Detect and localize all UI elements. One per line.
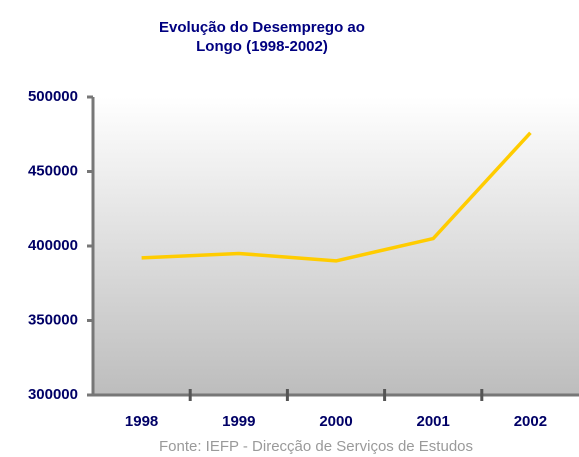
series-line xyxy=(141,131,532,263)
x-tick-label: 2001 xyxy=(417,413,450,430)
x-tick-label: 1998 xyxy=(125,413,158,430)
chart-title: Evolução do Desemprego ao xyxy=(159,19,365,36)
y-tick-label: 400000 xyxy=(28,237,78,254)
source-note: Fonte: IEFP - Direcção de Serviços de Es… xyxy=(159,438,473,455)
x-tick-label: 1999 xyxy=(222,413,255,430)
x-tick-label: 2000 xyxy=(319,413,352,430)
y-tick-label: 300000 xyxy=(28,386,78,403)
y-tick-label: 350000 xyxy=(28,311,78,328)
plot-area xyxy=(93,97,579,395)
chart-title: Longo (1998-2002) xyxy=(196,38,328,55)
y-tick-label: 500000 xyxy=(28,88,78,105)
y-tick-label: 450000 xyxy=(28,162,78,179)
x-tick-label: 2002 xyxy=(514,413,547,430)
